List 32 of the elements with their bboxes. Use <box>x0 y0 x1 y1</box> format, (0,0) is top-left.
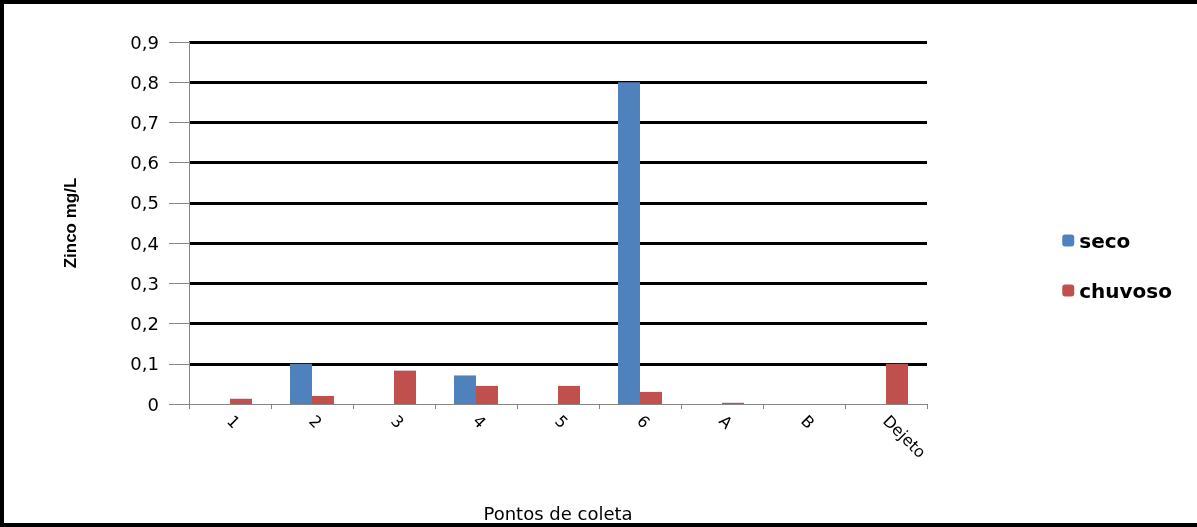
bar <box>394 370 416 404</box>
y-tick-label: 0,7 <box>130 111 159 133</box>
legend-label: seco <box>1079 228 1131 253</box>
y-tick-label: 0,4 <box>130 232 159 254</box>
bar <box>476 385 498 404</box>
x-tick-label: 4 <box>469 411 490 432</box>
x-tick-label: B <box>797 411 819 433</box>
x-tick-label: A <box>715 411 737 433</box>
y-tick-label: 0,3 <box>130 272 159 294</box>
bar <box>886 363 908 404</box>
x-tick-label: 5 <box>551 411 572 432</box>
bar <box>454 375 476 404</box>
x-tick-label: 1 <box>223 411 244 432</box>
bar <box>618 82 640 404</box>
y-tick-label: 0,5 <box>130 192 159 214</box>
bar <box>290 363 312 404</box>
y-tick-label: 0 <box>147 393 159 415</box>
bar <box>230 398 252 404</box>
bar <box>312 395 334 404</box>
y-axis-title: Zinco mg/L <box>61 177 80 269</box>
y-tick-label: 0,8 <box>130 71 159 93</box>
x-tick-label: 3 <box>387 411 408 432</box>
y-tick-label: 0,2 <box>130 313 159 335</box>
y-tick-label: 0,9 <box>130 31 159 53</box>
x-tick-label: 6 <box>633 411 654 432</box>
bar <box>558 385 580 404</box>
y-tick-label: 0,6 <box>130 152 159 174</box>
legend-label: chuvoso <box>1079 278 1173 303</box>
x-axis-title: Pontos de coleta <box>483 502 633 524</box>
bar <box>640 391 662 404</box>
x-tick-label: 2 <box>305 411 326 432</box>
y-tick-label: 0,1 <box>130 353 159 375</box>
